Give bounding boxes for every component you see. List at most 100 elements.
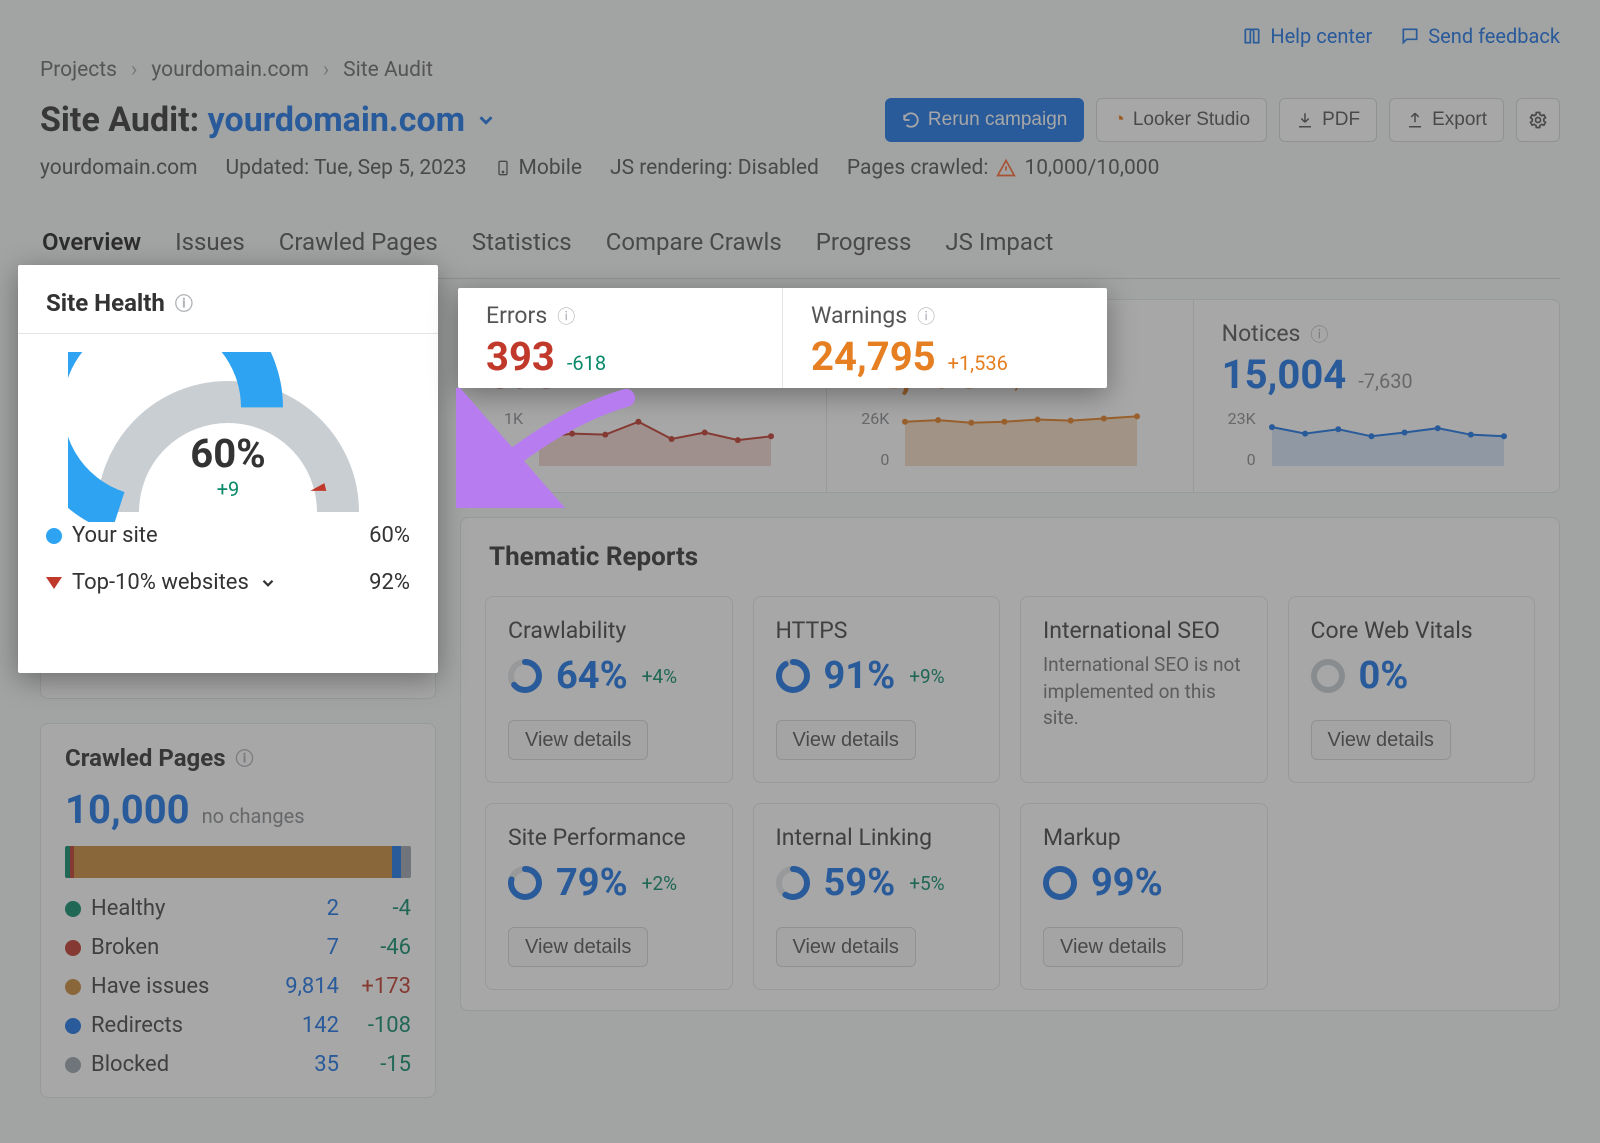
crawled-pages-title: Crawled Pages ⓘ [65, 744, 411, 772]
left-column: Crawled Pages ⓘ 10,000 no changes Health… [40, 299, 436, 1098]
stat-errors[interactable]: Errorsⓘ393-6181K0 [461, 300, 827, 492]
settings-button[interactable] [1516, 98, 1560, 142]
warning-icon [996, 158, 1016, 178]
looker-studio-label: Looker Studio [1133, 109, 1250, 131]
tab-compare-crawls[interactable]: Compare Crawls [604, 220, 784, 278]
gear-icon [1528, 110, 1548, 130]
rerun-campaign-button[interactable]: Rerun campaign [885, 98, 1084, 142]
view-details-button[interactable]: View details [508, 720, 648, 760]
bar-segment-redirects [392, 846, 401, 878]
info-icon[interactable]: ⓘ [961, 321, 979, 347]
stat-notices[interactable]: Noticesⓘ15,004-7,63023K0 [1194, 300, 1559, 492]
info-icon[interactable]: ⓘ [236, 745, 254, 771]
page-title-wrap: Site Audit: yourdomain.com [40, 100, 497, 140]
thematic-card-cwv: Core Web Vitals0%View details [1288, 596, 1536, 783]
pdf-label: PDF [1322, 109, 1360, 131]
chevron-right-icon: › [131, 58, 137, 82]
dot-icon [65, 1018, 81, 1034]
top-links: Help center Send feedback [40, 24, 1560, 48]
thematic-card-linking: Internal Linking59%+5%View details [753, 803, 1001, 990]
crawled-row-broken[interactable]: Broken7-46 [65, 935, 411, 960]
bar-segment-have_issues [74, 846, 392, 878]
meta-js-rendering: JS rendering: Disabled [610, 156, 819, 180]
chat-icon [1400, 26, 1420, 46]
donut-icon [776, 866, 810, 900]
site-health-card [40, 299, 436, 699]
donut-icon [1043, 866, 1077, 900]
crawled-row-redirects[interactable]: Redirects142-108 [65, 1013, 411, 1038]
info-icon[interactable]: ⓘ [560, 321, 578, 347]
view-details-button[interactable]: View details [1311, 720, 1451, 760]
thematic-grid: Crawlability64%+4%View detailsHTTPS91%+9… [485, 596, 1535, 990]
thematic-reports-card: Thematic Reports Crawlability64%+4%View … [460, 517, 1560, 1011]
page-title-static: Site Audit: [40, 100, 199, 140]
looker-studio-button[interactable]: ◔ Looker Studio [1096, 98, 1267, 142]
breadcrumb-item[interactable]: Projects [40, 58, 117, 82]
sparkline-notices: 23K0 [1222, 408, 1531, 470]
crawled-row-have_issues[interactable]: Have issues9,814+173 [65, 974, 411, 999]
sparkline-warnings: 26K0 [855, 408, 1164, 470]
header-row: Site Audit: yourdomain.com Rerun campaig… [40, 98, 1560, 142]
tab-js-impact[interactable]: JS Impact [943, 220, 1055, 278]
view-details-button[interactable]: View details [1043, 927, 1183, 967]
chevron-right-icon: › [323, 58, 329, 82]
thematic-card-intl: International SEOInternational SEO is no… [1020, 596, 1268, 783]
page-title: Site Audit: yourdomain.com [40, 100, 465, 140]
main-layout: Crawled Pages ⓘ 10,000 no changes Health… [40, 299, 1560, 1098]
mobile-icon [495, 157, 511, 179]
meta-pages-crawled: Pages crawled: 10,000/10,000 [847, 156, 1160, 180]
meta-domain: yourdomain.com [40, 156, 198, 180]
info-icon[interactable]: ⓘ [1310, 321, 1328, 347]
help-center-link[interactable]: Help center [1242, 24, 1372, 48]
book-icon [1242, 26, 1262, 46]
header-meta: yourdomain.com Updated: Tue, Sep 5, 2023… [40, 156, 1560, 180]
crawled-row-healthy[interactable]: Healthy2-4 [65, 896, 411, 921]
pdf-button[interactable]: PDF [1279, 98, 1377, 142]
rerun-campaign-label: Rerun campaign [928, 109, 1067, 131]
crawled-pages-card: Crawled Pages ⓘ 10,000 no changes Health… [40, 723, 436, 1098]
tabs: Overview Issues Crawled Pages Statistics Com… [40, 220, 1560, 279]
export-icon [1406, 111, 1424, 129]
tab-statistics[interactable]: Statistics [470, 220, 574, 278]
chevron-down-icon[interactable] [475, 109, 497, 131]
page-title-domain[interactable]: yourdomain.com [208, 100, 466, 140]
tab-crawled-pages[interactable]: Crawled Pages [277, 220, 440, 278]
tab-progress[interactable]: Progress [814, 220, 914, 278]
refresh-icon [902, 111, 920, 129]
meta-updated: Updated: Tue, Sep 5, 2023 [226, 156, 467, 180]
looker-icon: ◔ [1113, 109, 1124, 131]
stat-warnings[interactable]: Warningsⓘ24,795+1,53626K0 [827, 300, 1193, 492]
view-details-button[interactable]: View details [508, 927, 648, 967]
sparkline-errors: 1K0 [489, 408, 798, 470]
thematic-card-perf: Site Performance79%+2%View details [485, 803, 733, 990]
issues-stats-card: Errorsⓘ393-6181K0Warningsⓘ24,795+1,53626… [460, 299, 1560, 493]
dot-icon [65, 940, 81, 956]
download-icon [1296, 111, 1314, 129]
tab-issues[interactable]: Issues [173, 220, 247, 278]
dot-icon [65, 901, 81, 917]
thematic-card-markup: Markup99%View details [1020, 803, 1268, 990]
thematic-card-crawlability: Crawlability64%+4%View details [485, 596, 733, 783]
donut-icon [508, 866, 542, 900]
help-center-label: Help center [1270, 24, 1372, 48]
dot-icon [65, 979, 81, 995]
thematic-title: Thematic Reports [485, 538, 1535, 572]
send-feedback-label: Send feedback [1428, 24, 1560, 48]
export-label: Export [1432, 109, 1487, 131]
crawled-rows: Healthy2-4 Broken7-46 Have issues9,814+173… [65, 896, 411, 1077]
breadcrumb-item[interactable]: yourdomain.com [151, 58, 309, 82]
tab-overview[interactable]: Overview [40, 220, 143, 278]
crawled-subtitle: no changes [202, 804, 305, 828]
breadcrumb-item-current: Site Audit [343, 58, 433, 82]
view-details-button[interactable]: View details [776, 720, 916, 760]
donut-icon [508, 659, 542, 693]
thematic-card-https: HTTPS91%+9%View details [753, 596, 1001, 783]
dot-icon [65, 1057, 81, 1073]
meta-device: Mobile [495, 156, 582, 180]
view-details-button[interactable]: View details [776, 927, 916, 967]
right-column: Errorsⓘ393-6181K0Warningsⓘ24,795+1,53626… [460, 299, 1560, 1011]
send-feedback-link[interactable]: Send feedback [1400, 24, 1560, 48]
crawled-row-blocked[interactable]: Blocked35-15 [65, 1052, 411, 1077]
bar-segment-blocked [401, 846, 411, 878]
export-button[interactable]: Export [1389, 98, 1504, 142]
